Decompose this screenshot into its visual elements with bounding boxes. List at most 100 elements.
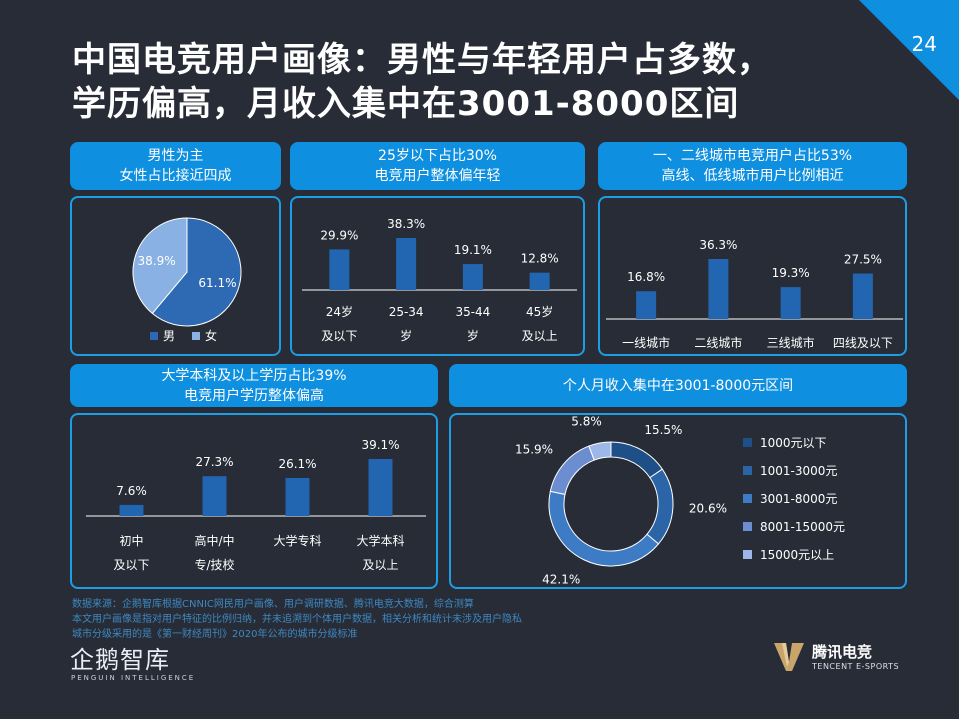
income-header: 个人月收入集中在3001-8000元区间 (449, 364, 907, 407)
donut-slice (588, 441, 612, 461)
category-label: 24岁 (326, 304, 353, 319)
legend-label: 1001-3000元 (760, 464, 837, 478)
donut-data-label: 15.5% (644, 423, 682, 437)
city-header: 一、二线城市电竞用户占比53% 高线、低线城市用户比例相近 (598, 142, 907, 190)
city-bar-chart: 16.8% 一线城市 36.3% 二线城市 19.3% 三线城市 27.5% 四线及以下 (606, 238, 903, 350)
gender-header-line2: 女性占比接近四成 (119, 168, 232, 184)
data-label: 27.3% (195, 455, 233, 469)
income-chart-panel: 15.5% 20.6% 42.1% 15.9% 5.8% 1000元以下 1001-3000… (449, 413, 907, 589)
data-label: 26.1% (278, 457, 316, 471)
bar (368, 459, 393, 516)
legend-swatch (150, 332, 158, 340)
bar (708, 259, 729, 319)
penguin-intelligence-logo: 企鹅智库 (70, 646, 170, 674)
pie-data-label: 61.1% (198, 276, 236, 290)
data-label: 16.8% (627, 270, 665, 284)
bar (852, 273, 873, 319)
legend-label: 1000元以下 (760, 436, 827, 450)
category-label: 初中 (119, 533, 143, 548)
bar (119, 504, 144, 516)
category-label: 高中/中 (194, 533, 234, 548)
category-label: 岁 (400, 328, 412, 343)
pie-slice (132, 217, 188, 315)
page-number: 24 (911, 32, 937, 56)
donut-data-label: 20.6% (689, 501, 727, 515)
source-notes: 数据来源：企鹅智库根据CNNIC网民用户画像、用户调研数据、腾讯电竞大数据，综合… (72, 597, 522, 642)
gender-header-line1: 男性为主 (147, 148, 204, 164)
bar (636, 291, 657, 319)
category-label: 及以上 (362, 558, 398, 572)
category-label: 35-44 (455, 305, 490, 319)
bar (329, 249, 350, 290)
tencent-esports-v-icon (774, 643, 804, 671)
title-line-1: 中国电竞用户画像：男性与年轻用户占多数， (72, 40, 772, 80)
pie-data-label: 38.9% (137, 254, 175, 268)
tencent-esports-subtitle: TENCENT E-SPORTS (812, 662, 900, 671)
source-line-3: 城市分级采用的是《第一财经周刊》2020年公布的城市分级标准 (72, 629, 358, 640)
category-label: 四线及以下 (833, 336, 893, 350)
data-label: 27.5% (844, 253, 882, 267)
data-label: 38.3% (387, 217, 425, 231)
education-chart-panel: 7.6% 初中及以下 27.3% 高中/中专/技校 26.1% 大学专科 39.1% 大学本科… (70, 413, 438, 589)
category-label: 三线城市 (767, 335, 815, 350)
city-header-line1: 一、二线城市电竞用户占比53% (652, 148, 853, 164)
legend-swatch (192, 332, 200, 340)
category-label: 及以下 (321, 329, 357, 343)
income-donut-chart: 15.5% 20.6% 42.1% 15.9% 5.8% 1000元以下 1001-3000… (515, 415, 845, 587)
legend-swatch (743, 522, 752, 531)
education-header: 大学本科及以上学历占比39% 电竞用户学历整体偏高 (70, 364, 438, 407)
bar (202, 476, 227, 516)
donut-slice (548, 490, 660, 567)
data-label: 19.3% (772, 266, 810, 280)
age-header-line2: 电竞用户整体偏年轻 (374, 168, 501, 184)
bar (780, 287, 801, 319)
legend-label: 女 (205, 328, 217, 343)
data-label: 39.1% (361, 438, 399, 452)
donut-slice (646, 468, 674, 545)
page-corner-triangle (859, 0, 959, 100)
bar (462, 264, 483, 290)
category-label: 45岁 (526, 304, 553, 319)
category-label: 专/技校 (194, 557, 234, 572)
category-label: 及以下 (113, 558, 149, 572)
donut-data-label: 42.1% (542, 573, 580, 587)
donut-slice (549, 445, 595, 495)
data-label: 19.1% (454, 243, 492, 257)
legend-swatch (743, 494, 752, 503)
legend-label: 男 (163, 329, 175, 343)
donut-data-label: 5.8% (571, 415, 602, 428)
category-label: 一线城市 (622, 335, 670, 350)
legend-label: 8001-15000元 (760, 520, 845, 534)
pie-slice (151, 217, 242, 327)
category-label: 大学本科 (356, 533, 404, 548)
source-line-2: 本文用户画像是指对用户特征的比例归纳，并未追溯到个体用户数据，相关分析和统计未涉… (72, 614, 522, 625)
category-label: 25-34 (389, 305, 424, 319)
legend-swatch (743, 550, 752, 559)
gender-header: 男性为主 女性占比接近四成 (70, 142, 281, 190)
city-chart-panel: 16.8% 一线城市 36.3% 二线城市 19.3% 三线城市 27.5% 四线及以下 (598, 196, 907, 356)
donut-data-label: 15.9% (515, 443, 553, 457)
education-header-line1: 大学本科及以上学历占比39% (161, 367, 347, 384)
tencent-esports-logo: 腾讯电竞 (812, 643, 873, 661)
age-header-line1: 25岁以下占比30% (378, 148, 497, 164)
page-title: 中国电竞用户画像：男性与年轻用户占多数， 学历偏高，月收入集中在3001-800… (72, 38, 872, 126)
data-label: 12.8% (521, 252, 559, 266)
category-label: 岁 (467, 328, 479, 343)
income-header-line1: 个人月收入集中在3001-8000元区间 (562, 377, 794, 394)
education-header-line2: 电竞用户学历整体偏高 (184, 387, 324, 404)
legend-swatch (743, 466, 752, 475)
gender-pie-chart: 61.1% 38.9% 男 女 (132, 217, 242, 343)
donut-slice (610, 441, 664, 479)
source-line-1: 数据来源：企鹅智库根据CNNIC网民用户画像、用户调研数据、腾讯电竞大数据，综合… (72, 599, 474, 610)
legend-swatch (743, 438, 752, 447)
category-label: 大学专科 (273, 533, 321, 548)
category-label: 二线城市 (694, 335, 742, 350)
data-label: 36.3% (699, 238, 737, 252)
penguin-intelligence-subtitle: PENGUIN INTELLIGENCE (71, 674, 196, 682)
legend-label: 3001-8000元 (760, 492, 837, 506)
bar (529, 272, 550, 290)
data-label: 7.6% (116, 484, 147, 498)
data-label: 29.9% (320, 228, 358, 242)
